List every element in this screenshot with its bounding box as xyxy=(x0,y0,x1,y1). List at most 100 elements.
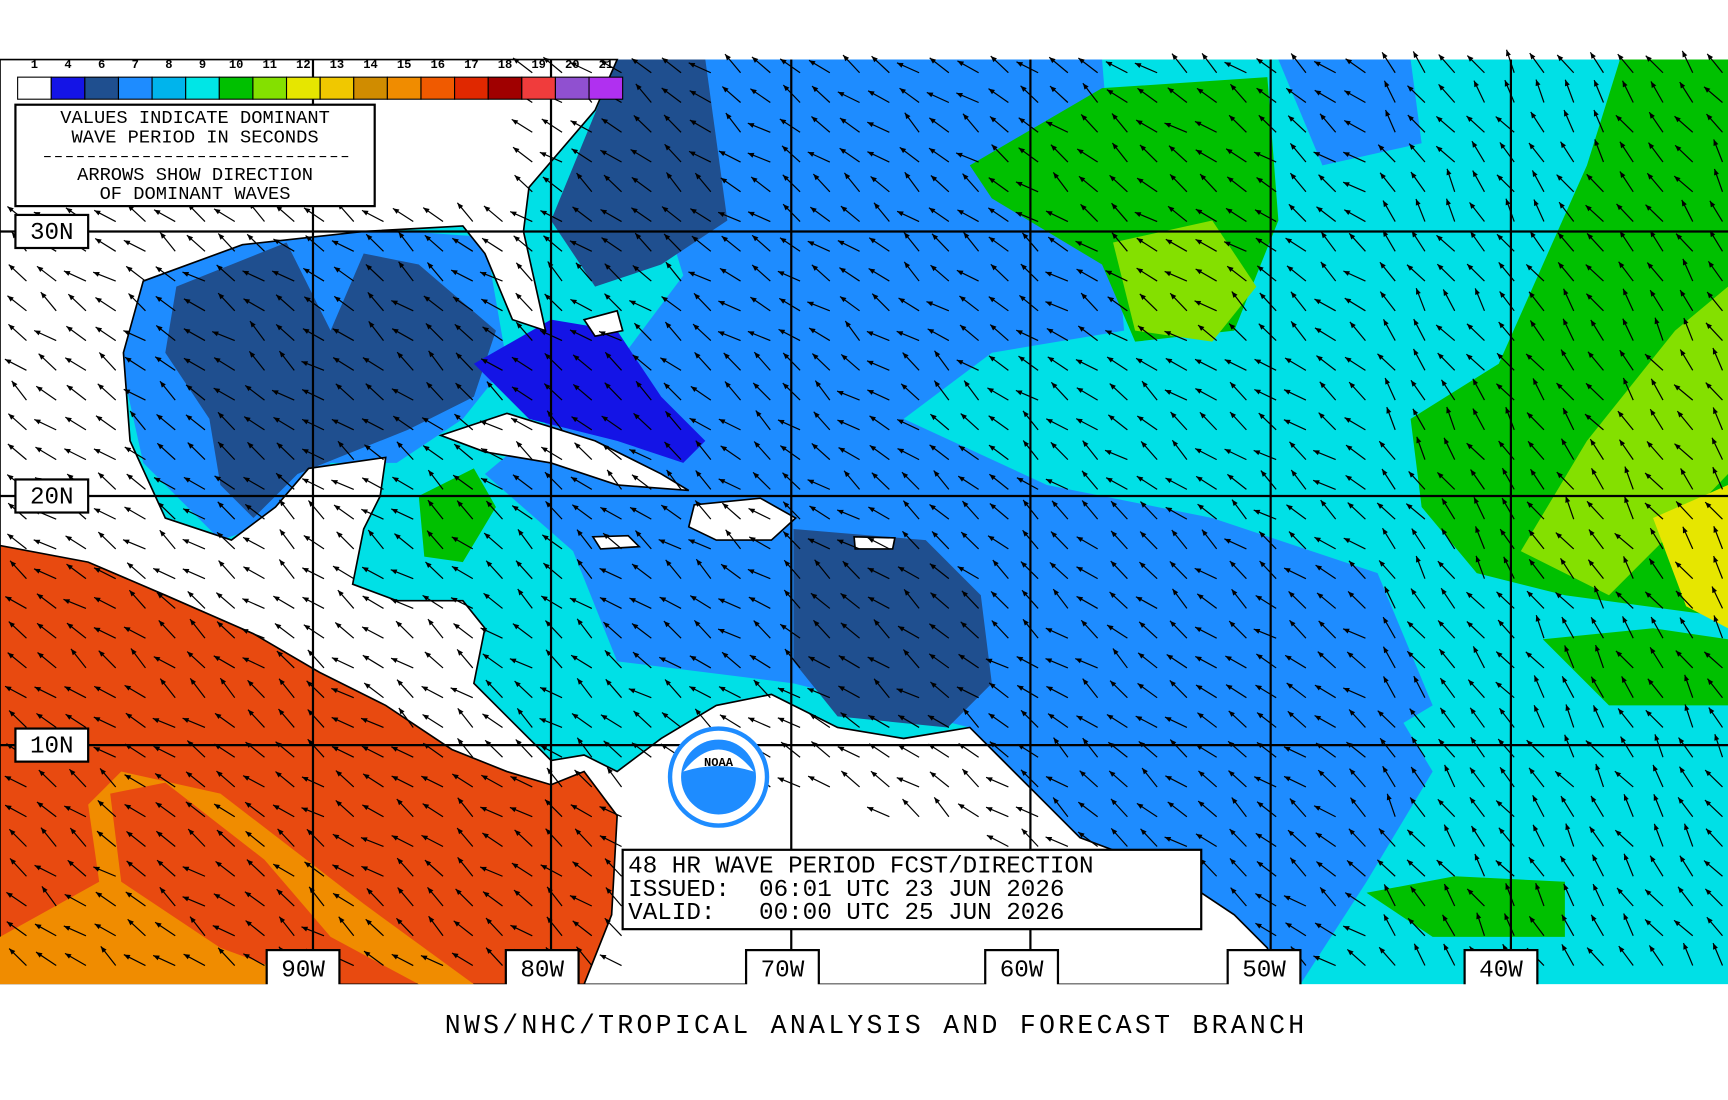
arrow-head xyxy=(636,381,642,388)
arrow-head xyxy=(1560,796,1567,803)
arrow-head xyxy=(1444,764,1450,772)
arrow-head xyxy=(1023,500,1029,507)
arrow-head xyxy=(664,233,671,241)
arrow-head xyxy=(1645,710,1652,717)
arrow-head xyxy=(514,175,521,182)
arrow-head xyxy=(1227,176,1234,183)
arrow-head xyxy=(301,776,309,782)
arrow-head xyxy=(1385,378,1391,385)
arrow-head xyxy=(243,298,251,305)
arrow-head xyxy=(547,261,554,268)
arrow-head xyxy=(486,560,493,567)
arrow-head xyxy=(1350,797,1357,805)
arrow-head xyxy=(807,538,815,544)
arrow-head xyxy=(421,835,429,841)
arrow-head xyxy=(5,805,12,811)
lon-label: 90W xyxy=(281,957,325,984)
arrow-head xyxy=(1505,407,1511,414)
arrow-head xyxy=(183,954,191,960)
arrow-head xyxy=(1413,348,1419,356)
arrow-head xyxy=(396,918,403,925)
arrow-head xyxy=(784,560,791,567)
arrow-head xyxy=(394,533,401,540)
arrow-head xyxy=(1561,617,1568,624)
arrow-head xyxy=(962,173,969,180)
arrow-head xyxy=(963,708,970,715)
arrow-head xyxy=(1438,620,1445,627)
arrow-head xyxy=(1556,383,1563,390)
arrow-head xyxy=(748,211,755,217)
arrow-head xyxy=(540,687,547,693)
arrow-head xyxy=(1255,893,1262,899)
arrow-head xyxy=(93,508,101,514)
arrow-head xyxy=(517,708,524,715)
arrow-head xyxy=(1075,658,1082,664)
arrow-head xyxy=(99,352,106,359)
wave-zone xyxy=(1542,628,1728,706)
arrow-head xyxy=(1195,149,1203,156)
arrow-head xyxy=(782,383,789,390)
arrow-head xyxy=(422,595,430,601)
arrow-head xyxy=(1439,649,1446,656)
arrow-head xyxy=(631,58,639,65)
arrow-head xyxy=(1288,591,1295,598)
arrow-head xyxy=(1585,740,1593,747)
arrow-head xyxy=(182,866,190,872)
arrow-head xyxy=(156,831,163,838)
arrow-head xyxy=(1045,271,1053,277)
arrow-head xyxy=(279,351,286,358)
arrow-head xyxy=(1624,496,1630,504)
arrow-head xyxy=(93,866,100,872)
arrow-head xyxy=(545,649,552,657)
arrow-head xyxy=(303,624,311,631)
arrow-head xyxy=(1495,116,1503,123)
arrow-head xyxy=(1137,683,1144,690)
arrow-head xyxy=(934,380,941,388)
arrow-head xyxy=(1647,173,1654,180)
arrow-head xyxy=(1407,829,1414,836)
arrow-head xyxy=(480,478,488,484)
arrow-head xyxy=(1046,418,1053,424)
arrow-head xyxy=(123,240,131,246)
arrow-head xyxy=(1506,49,1511,57)
arrow-head xyxy=(599,597,607,603)
arrow-head xyxy=(1314,805,1321,811)
arrow-head xyxy=(1165,507,1173,513)
arrow-head xyxy=(1172,440,1179,447)
arrow-head xyxy=(540,745,548,751)
arrow-head xyxy=(1226,208,1233,214)
arrow-head xyxy=(1164,389,1172,395)
arrow-head xyxy=(725,113,732,120)
arrow-head xyxy=(1229,621,1236,628)
arrow-head xyxy=(517,589,524,596)
arrow-head xyxy=(1410,797,1416,804)
arrow-head xyxy=(1198,770,1205,777)
arrow-head xyxy=(930,414,937,421)
arrow-head xyxy=(63,270,71,276)
lat-label-box xyxy=(14,478,90,514)
arrow-head xyxy=(1018,147,1025,154)
arrow-head xyxy=(808,656,815,662)
arrow-head xyxy=(1257,712,1264,719)
arrow-head xyxy=(990,324,997,331)
arrow-head xyxy=(690,386,698,392)
arrow-head xyxy=(1621,676,1627,683)
arrow-head xyxy=(663,621,671,628)
arrow-head xyxy=(361,509,368,515)
arrow-head xyxy=(1045,479,1053,485)
arrow-head xyxy=(1023,440,1030,447)
arrow-head xyxy=(40,827,47,834)
arrow-head xyxy=(723,352,730,360)
arrow-head xyxy=(1443,289,1449,297)
info-text: WAVE PERIOD IN SECONDS xyxy=(72,127,319,149)
lon-label-box xyxy=(1463,948,1539,990)
arrow-head xyxy=(807,241,815,247)
arrow-head xyxy=(988,236,996,243)
legend-label: 15 xyxy=(397,58,412,72)
arrow-head xyxy=(808,776,815,782)
arrow-head xyxy=(989,503,997,510)
arrow-head xyxy=(1441,528,1448,535)
arrow-head xyxy=(1529,916,1536,923)
arrow-head xyxy=(159,530,166,537)
arrow-head xyxy=(37,652,44,659)
